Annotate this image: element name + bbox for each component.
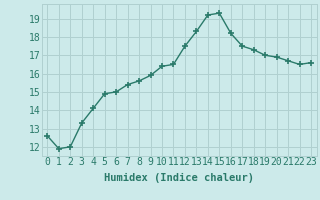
X-axis label: Humidex (Indice chaleur): Humidex (Indice chaleur) <box>104 173 254 183</box>
